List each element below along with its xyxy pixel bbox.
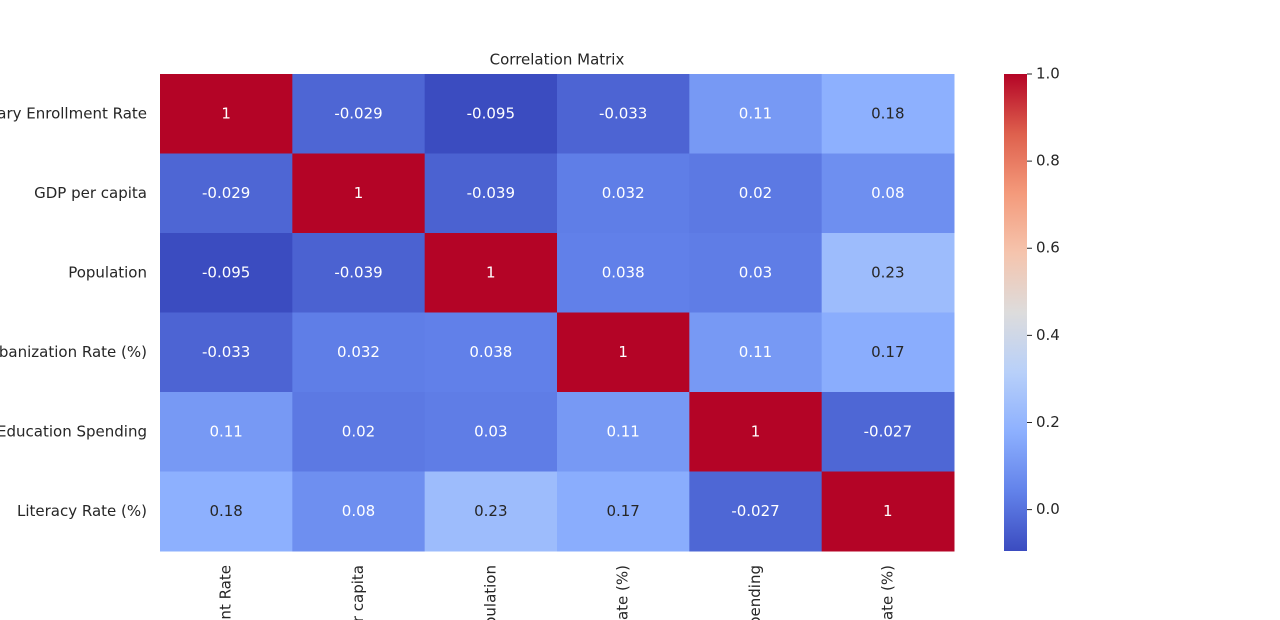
cell-label: -0.039 [334, 263, 382, 281]
x-tick-label: Literacy Rate (%) [878, 565, 896, 620]
y-tick-label: Population [68, 263, 147, 281]
cell-label: 0.23 [871, 263, 904, 281]
heatmap-cell [821, 312, 955, 393]
heatmap-cell [160, 392, 293, 472]
cell-label: 0.038 [469, 343, 512, 361]
cell-label: 1 [618, 343, 628, 361]
cell-label: 0.03 [474, 422, 507, 440]
cell-label: -0.027 [864, 422, 912, 440]
colorbar-tick-label: 0.4 [1036, 326, 1060, 344]
x-tick-label: Secondary Enrollment Rate [217, 565, 235, 620]
heatmap-cell [557, 471, 690, 552]
heatmap-cell [292, 153, 426, 234]
cell-label: 1 [221, 104, 231, 122]
colorbar-tick-label: 1.0 [1036, 65, 1060, 83]
x-tick-label: Urbanization Rate (%) [614, 565, 632, 620]
cell-label: 0.18 [209, 502, 242, 520]
heatmap-cell [689, 392, 823, 472]
chart-title: Correlation Matrix [490, 51, 625, 69]
heatmap-cell [557, 233, 690, 313]
y-tick-label: GDP per capita [34, 184, 147, 202]
cell-label: 0.02 [739, 184, 772, 202]
cell-label: -0.039 [467, 184, 515, 202]
cell-label: 1 [486, 263, 496, 281]
heatmap-cell [160, 471, 293, 552]
cell-label: -0.027 [731, 502, 779, 520]
heatmap-cell [292, 312, 426, 393]
x-tick-label: Government Education Spending [746, 565, 764, 620]
colorbar-tick-label: 0.6 [1036, 239, 1060, 257]
cell-label: 0.03 [739, 263, 772, 281]
heatmap-cell [160, 312, 293, 393]
heatmap-cell [689, 471, 823, 552]
y-tick-label: Urbanization Rate (%) [0, 343, 147, 361]
heatmap-cell [821, 392, 955, 472]
x-tick-label: GDP per capita [349, 565, 367, 620]
cell-label: 1 [883, 502, 893, 520]
heatmap-cell [160, 153, 293, 234]
cell-label: 0.032 [337, 343, 380, 361]
heatmap-cell [424, 74, 558, 154]
heatmap-cell [292, 233, 426, 313]
heatmap-cell [821, 74, 955, 154]
heatmap-cell [424, 312, 558, 393]
colorbar [1004, 74, 1027, 551]
cell-label: -0.029 [202, 184, 250, 202]
cell-label: 0.17 [606, 502, 639, 520]
heatmap-cell [424, 471, 558, 552]
x-tick-label: Population [481, 565, 499, 620]
cell-label: 0.032 [602, 184, 645, 202]
heatmap-cell [557, 312, 690, 393]
heatmap-cell [292, 471, 426, 552]
heatmap-cell [292, 74, 426, 154]
heatmap-cell [292, 392, 426, 472]
heatmap-cell [557, 392, 690, 472]
heatmap-cell [689, 312, 823, 393]
cell-label: 0.11 [606, 422, 639, 440]
cell-label: 0.11 [739, 104, 772, 122]
cell-label: 0.23 [474, 502, 507, 520]
cell-label: 1 [751, 422, 761, 440]
heatmap-cell [424, 153, 558, 234]
colorbar-tick-label: 0.2 [1036, 413, 1060, 431]
cell-label: 0.08 [342, 502, 375, 520]
heatmap-cell [689, 233, 823, 313]
y-tick-label: Literacy Rate (%) [17, 502, 147, 520]
heatmap-cell [689, 74, 823, 154]
cell-label: 0.17 [871, 343, 904, 361]
y-tick-label: Secondary Enrollment Rate [0, 104, 147, 122]
cell-label: 0.11 [739, 343, 772, 361]
heatmap-cell [557, 153, 690, 234]
heatmap-cell [160, 233, 293, 313]
cell-label: -0.029 [334, 104, 382, 122]
colorbar-tick-label: 0.0 [1036, 500, 1060, 518]
cell-label: 0.038 [602, 263, 645, 281]
heatmap-cell [424, 233, 558, 313]
cell-label: 0.08 [871, 184, 904, 202]
cell-label: -0.095 [467, 104, 515, 122]
y-tick-label: Government Education Spending [0, 422, 147, 440]
colorbar-tick-label: 0.8 [1036, 152, 1060, 170]
heatmap-cell [821, 153, 955, 234]
cell-label: 0.02 [342, 422, 375, 440]
heatmap-cell [821, 471, 955, 552]
heatmap-cell [689, 153, 823, 234]
heatmap-cell [424, 392, 558, 472]
heatmap-cell [160, 74, 293, 154]
cell-label: 1 [354, 184, 364, 202]
heatmap-cell [557, 74, 690, 154]
cell-label: -0.033 [599, 104, 647, 122]
cell-label: 0.18 [871, 104, 904, 122]
heatmap-cell [821, 233, 955, 313]
cell-label: 0.11 [209, 422, 242, 440]
cell-label: -0.095 [202, 263, 250, 281]
cell-label: -0.033 [202, 343, 250, 361]
